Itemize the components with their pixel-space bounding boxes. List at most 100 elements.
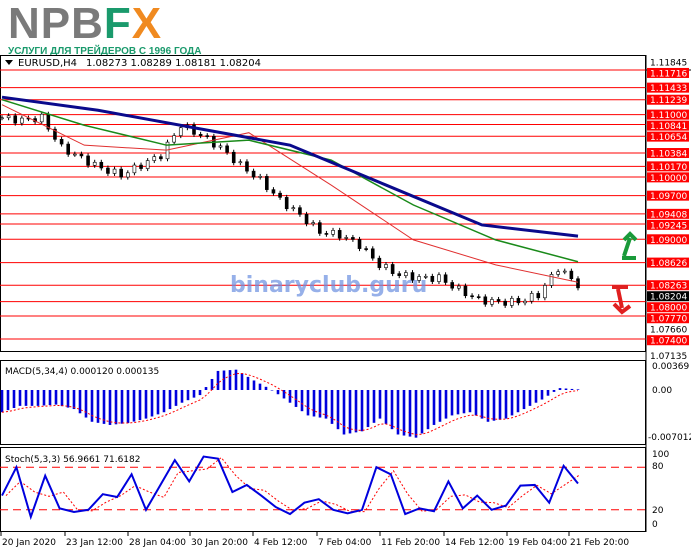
candle <box>39 113 44 123</box>
level-price-label: 1.09000 <box>650 236 687 246</box>
macd-tick: -0.007012 <box>648 433 691 443</box>
macd-bar <box>354 390 358 433</box>
level-price-tag <box>647 257 689 268</box>
macd-bar <box>36 390 40 406</box>
macd-bar <box>270 390 274 391</box>
candle <box>357 239 362 249</box>
candle <box>463 285 468 297</box>
candle <box>470 295 474 298</box>
candle <box>523 300 527 304</box>
macd-signal-line <box>1 372 579 436</box>
macd-bar <box>174 390 178 406</box>
macd-bar <box>54 390 58 405</box>
candle <box>344 237 349 239</box>
candle <box>66 143 71 155</box>
candle <box>132 164 137 174</box>
candle <box>145 160 150 169</box>
macd-bar <box>456 390 460 415</box>
macd-bar <box>276 390 280 395</box>
macd-bar <box>492 390 496 421</box>
logo-tagline: УСЛУГИ ДЛЯ ТРЕЙДЕРОВ С 1996 ГОДА <box>8 46 202 57</box>
macd-bar <box>426 390 430 430</box>
candle <box>152 156 157 161</box>
level-price-tag <box>647 172 689 183</box>
candle <box>404 272 408 276</box>
macd-bar <box>342 390 346 435</box>
price-tick: 1.07660 <box>650 326 687 336</box>
macd-bar <box>324 390 328 419</box>
time-label: 19 Feb 04:00 <box>508 538 567 548</box>
level-price-tag <box>647 302 689 313</box>
level-price-label: 1.11239 <box>650 96 687 106</box>
level-price-label: 1.09700 <box>650 192 687 202</box>
level-price-label: 1.10384 <box>650 150 687 160</box>
current-price-tag <box>647 291 689 302</box>
npbfx-logo: NPBFX УСЛУГИ ДЛЯ ТРЕЙДЕРОВ С 1996 ГОДА <box>8 0 202 58</box>
level-price-tag <box>647 219 689 230</box>
candle <box>562 270 567 273</box>
macd-bar <box>462 390 466 414</box>
dropdown-triangle-icon[interactable] <box>5 60 13 65</box>
ma-slow-line <box>1 95 579 238</box>
time-label: 23 Jan 12:00 <box>66 538 123 548</box>
ma-mid-line <box>1 98 579 263</box>
candle <box>112 168 117 174</box>
macd-tick: 0.00 <box>652 386 672 396</box>
macd-bar <box>312 390 316 417</box>
candle <box>139 164 143 169</box>
macd-bar <box>396 390 400 435</box>
macd-bar <box>114 390 118 425</box>
candle <box>437 274 441 282</box>
candle <box>192 124 196 135</box>
candle <box>516 298 521 304</box>
macd-bar <box>144 390 148 419</box>
macd-bar <box>348 390 352 434</box>
macd-bar <box>366 390 370 428</box>
macd-bar <box>420 390 424 434</box>
stoch-tick: 0 <box>652 520 658 530</box>
stoch-tick: 100 <box>652 450 669 460</box>
macd-bar <box>252 380 256 390</box>
level-price-tag <box>647 234 689 245</box>
level-price-label: 1.10841 <box>650 122 687 132</box>
candle <box>218 145 223 148</box>
macd-bar <box>558 388 562 390</box>
macd-bar <box>42 390 46 406</box>
macd-bar <box>288 390 292 403</box>
candle <box>476 296 481 298</box>
candle <box>543 285 547 299</box>
level-price-tag <box>647 190 689 201</box>
candle <box>238 161 243 164</box>
level-price-label: 1.08626 <box>650 259 687 269</box>
time-label: 14 Feb 12:00 <box>445 538 504 548</box>
candle <box>205 135 210 137</box>
candle <box>178 127 183 136</box>
logo-f: F <box>103 0 132 48</box>
macd-bar <box>18 390 22 406</box>
candle <box>450 282 455 289</box>
macd-bar <box>24 390 28 406</box>
macd-bar <box>570 388 574 390</box>
candle <box>410 272 415 281</box>
candle <box>536 293 541 299</box>
level-price-label: 1.07400 <box>650 337 687 347</box>
time-label: 11 Feb 20:00 <box>381 538 440 548</box>
logo-x: X <box>131 0 163 48</box>
candle <box>73 153 77 156</box>
level-price-tag <box>647 109 689 120</box>
candle <box>509 298 514 306</box>
stoch-tick: 80 <box>652 462 664 472</box>
level-price-label: 1.11433 <box>650 84 687 94</box>
candle <box>271 189 276 194</box>
macd-label: MACD(5,34,4) 0.000120 0.000135 <box>5 367 159 377</box>
macd-bar <box>330 390 334 424</box>
macd-bar <box>228 370 232 390</box>
macd-bar <box>72 390 76 410</box>
candle <box>423 275 428 278</box>
macd-bar <box>390 390 394 430</box>
macd-bar <box>450 390 454 416</box>
macd-bar <box>576 389 580 390</box>
current-price-label: 1.08204 <box>650 293 687 303</box>
level-price-label: 1.08263 <box>650 282 687 292</box>
